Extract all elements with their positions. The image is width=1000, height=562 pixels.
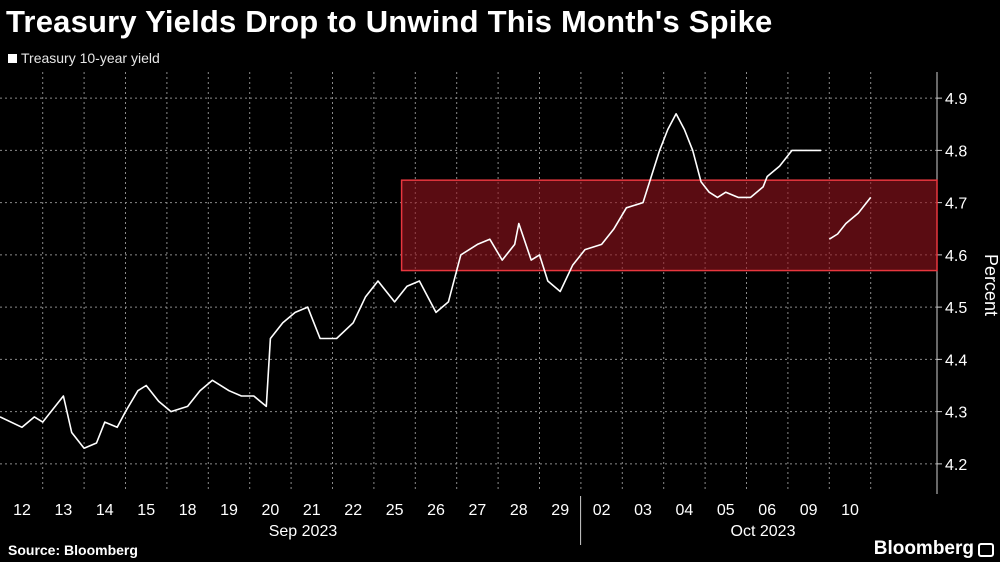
y-tick-label: 4.7	[945, 196, 967, 213]
x-tick-label: 29	[551, 502, 569, 519]
x-group-label: Oct 2023	[731, 523, 796, 540]
x-tick-label: 14	[96, 502, 114, 519]
series-line-treasury-10y	[0, 113, 821, 450]
series-line-treasury-10y	[828, 196, 872, 240]
brand-name: Bloomberg	[873, 538, 974, 559]
y-tick-label: 4.4	[945, 352, 967, 369]
x-tick-label: 25	[386, 502, 404, 519]
x-tick-label: 28	[510, 502, 528, 519]
x-tick-label: 18	[179, 502, 197, 519]
y-tick-label: 4.6	[945, 248, 967, 265]
x-group-label: Sep 2023	[269, 523, 338, 540]
x-tick-label: 13	[55, 502, 73, 519]
x-tick-label: 06	[758, 502, 776, 519]
y-tick-label: 4.2	[945, 457, 967, 474]
source-note: Source: Bloomberg	[8, 542, 138, 558]
x-tick-label: 12	[13, 502, 31, 519]
x-tick-label: 10	[841, 502, 859, 519]
y-tick-label: 4.9	[945, 91, 967, 108]
legend-label: Treasury 10-year yield	[21, 50, 160, 66]
x-tick-label: 05	[717, 502, 735, 519]
x-tick-label: 09	[800, 502, 818, 519]
chart-title: Treasury Yields Drop to Unwind This Mont…	[6, 4, 773, 39]
y-tick-label: 4.3	[945, 405, 967, 422]
legend: Treasury 10-year yield	[8, 50, 160, 66]
x-tick-label: 21	[303, 502, 321, 519]
x-tick-label: 04	[676, 502, 694, 519]
x-tick-label: 20	[262, 502, 280, 519]
x-tick-label: 27	[469, 502, 487, 519]
y-axis-label: Percent	[981, 254, 1000, 316]
y-tick-label: 4.5	[945, 300, 967, 317]
legend-swatch	[8, 53, 17, 63]
y-tick-label: 4.8	[945, 143, 967, 160]
x-tick-label: 03	[634, 502, 652, 519]
x-tick-label: 22	[344, 502, 362, 519]
x-tick-label: 26	[427, 502, 445, 519]
x-tick-label: 19	[220, 502, 238, 519]
x-tick-label: 02	[593, 502, 611, 519]
bloomberg-logo-icon	[978, 543, 994, 557]
highlight-box	[400, 179, 938, 272]
x-tick-label: 15	[137, 502, 155, 519]
